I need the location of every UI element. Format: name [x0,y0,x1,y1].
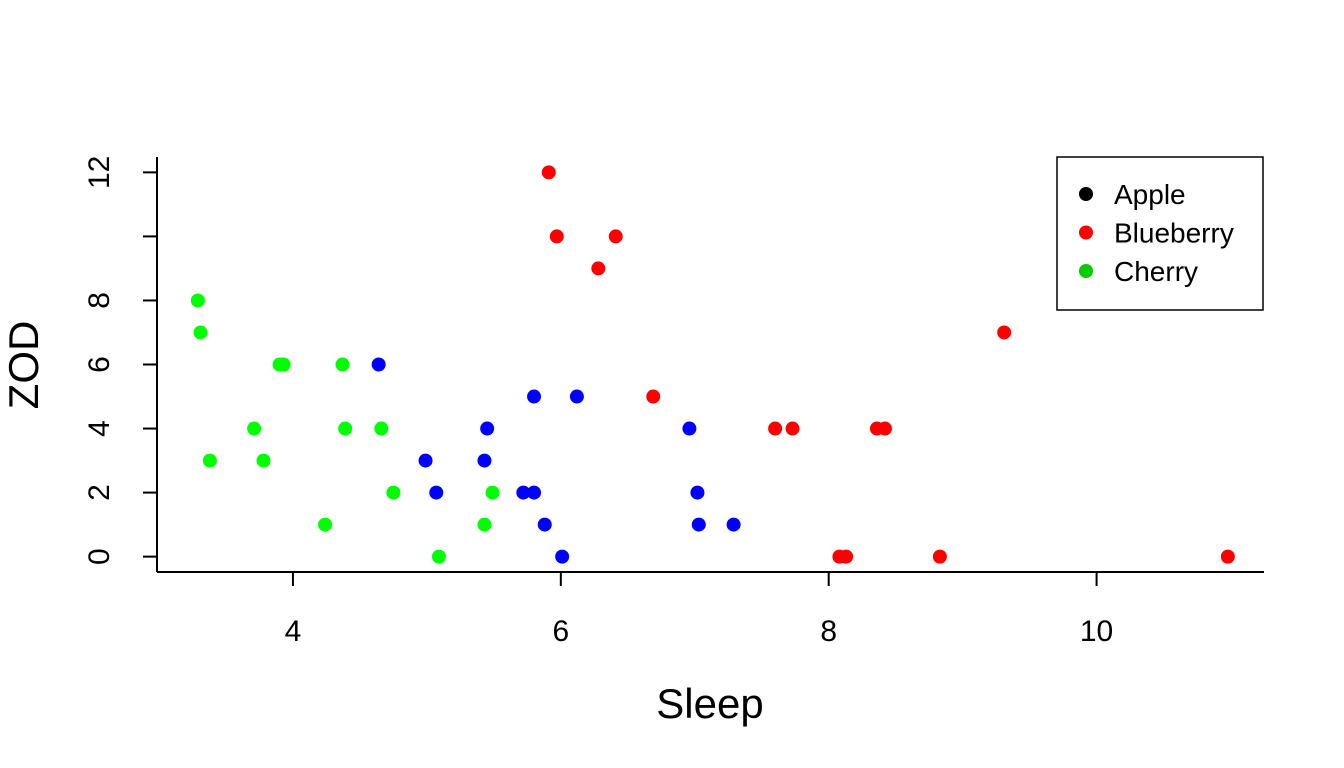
data-point [785,421,800,436]
data-point [429,485,444,500]
data-point [690,485,705,500]
legend: Apple Blueberry Cherry [1056,156,1264,311]
y-tick-label: 6 [83,356,116,373]
data-point [527,389,542,404]
legend-label: Apple [1114,179,1186,210]
x-axis-title: Sleep [656,680,763,727]
data-point [516,485,531,500]
data-point [555,549,570,564]
data-point [193,325,208,340]
data-point [591,261,606,276]
x-axis-ticks: 4 6 8 10 [285,572,1113,648]
data-point [386,485,401,500]
legend-marker [1079,225,1093,240]
legend-label: Cherry [1114,256,1198,287]
y-tick-label: 8 [83,292,116,309]
data-point [477,517,492,532]
data-point [691,517,706,532]
data-point [371,357,386,372]
data-point [932,549,947,564]
data-point [374,421,389,436]
x-tick-label: 8 [820,615,837,648]
data-point [527,485,542,500]
data-point [537,517,552,532]
x-tick-label: 4 [285,615,302,648]
data-point [202,453,217,468]
data-point [839,549,854,564]
data-point [318,517,333,532]
y-axis-title: ZOD [0,321,47,410]
data-point [485,485,500,500]
y-tick-label: 4 [83,420,116,437]
data-point [480,421,495,436]
data-points [190,165,1235,564]
data-point [682,421,697,436]
y-tick-label: 0 [83,548,116,565]
data-point [997,325,1012,340]
data-point [477,453,492,468]
legend-label: Blueberry [1114,218,1234,249]
y-tick-label: 12 [83,156,116,189]
data-point [549,229,564,244]
data-point [276,357,291,372]
data-point [541,165,556,180]
legend-marker [1079,264,1093,278]
data-point [608,229,623,244]
data-point [247,421,262,436]
y-axis-ticks: 0 2 4 6 8 12 [83,156,157,565]
data-point [1220,549,1235,564]
data-point [646,389,661,404]
data-point [877,421,892,436]
data-point [569,389,584,404]
data-point [256,453,271,468]
x-tick-label: 10 [1080,615,1113,648]
y-tick-label: 2 [83,484,116,501]
data-point [190,293,205,308]
data-point [335,357,350,372]
data-point [418,453,433,468]
legend-marker [1079,187,1093,201]
x-tick-label: 6 [552,615,569,648]
data-point [726,517,741,532]
data-point [431,549,446,564]
data-point [338,421,353,436]
data-point [768,421,783,436]
